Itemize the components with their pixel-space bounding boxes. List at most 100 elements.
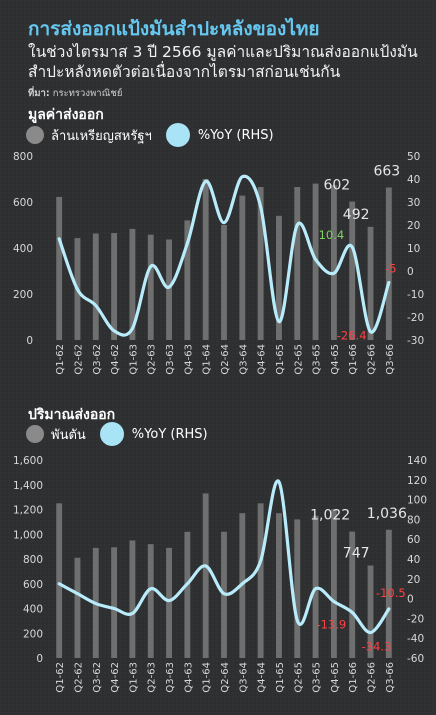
category-tick-label: Q1-65: [275, 662, 286, 693]
bar: [184, 531, 191, 658]
bar: [166, 547, 172, 658]
bar: [74, 557, 81, 658]
left-axis-tick-label: 1,600: [13, 455, 43, 467]
chart2-legend: พันตัน %YoY (RHS): [26, 422, 208, 446]
bar-value-label: 663: [373, 164, 400, 180]
bar: [129, 540, 136, 658]
right-axis-tick-label: -20: [407, 613, 424, 625]
left-axis-tick-label: 800: [23, 554, 43, 566]
category-tick-label: Q2-66: [367, 662, 378, 693]
bar: [129, 228, 136, 340]
category-tick-label: Q2-64: [220, 662, 231, 693]
bar: [111, 233, 118, 340]
category-tick-label: Q1-63: [128, 344, 139, 375]
category-tick-label: Q3-66: [385, 344, 396, 375]
bar-value-label: 1,036: [367, 506, 407, 522]
category-tick-label: Q1-66: [348, 344, 359, 375]
yoy-value-label: -10.5: [376, 586, 406, 600]
legend-line-label: %YoY (RHS): [197, 127, 274, 143]
bar: [111, 547, 118, 658]
right-axis-tick-label: 0: [407, 594, 414, 606]
left-axis-tick-label: 800: [13, 151, 33, 163]
legend-line-label: %YoY (RHS): [131, 426, 208, 442]
bar: [56, 196, 63, 340]
bar: [166, 239, 172, 340]
bar: [330, 509, 337, 658]
yoy-value-label: -13.9: [316, 617, 346, 631]
category-tick-label: Q4-64: [257, 344, 268, 375]
category-tick-label: Q2-63: [147, 344, 158, 375]
bar-value-label: 602: [323, 178, 350, 194]
category-tick-label: Q1-66: [348, 662, 359, 693]
right-axis-tick-label: 60: [407, 534, 420, 546]
bar: [147, 544, 154, 658]
bar: [367, 226, 374, 340]
category-tick-label: Q3-63: [165, 344, 176, 375]
bar: [56, 503, 63, 658]
legend-line-swatch: [165, 123, 190, 147]
page-subtitle: ในช่วงไตรมาส 3 ปี 2566 มูลค่าและปริมาณส่…: [28, 43, 418, 81]
category-tick-label: Q3-62: [92, 662, 103, 693]
right-axis-tick-label: -20: [407, 312, 424, 324]
right-axis-tick-label: 30: [407, 197, 420, 209]
left-axis-tick-label: 1,200: [13, 505, 43, 517]
left-axis-tick-label: 400: [23, 604, 43, 616]
bar-value-label: 492: [343, 207, 370, 223]
bar: [239, 195, 246, 340]
right-axis-tick-label: -40: [407, 633, 424, 645]
bar: [276, 215, 282, 340]
right-axis-tick-label: -30: [407, 335, 424, 347]
bar: [330, 185, 337, 340]
category-tick-label: Q3-64: [238, 344, 249, 375]
bar: [349, 201, 356, 340]
source-text: กระทรวงพาณิชย์: [52, 88, 123, 99]
category-tick-label: Q2-64: [220, 344, 231, 375]
bar: [385, 529, 392, 658]
category-tick-label: Q4-64: [257, 662, 268, 693]
right-axis-tick-label: 80: [407, 514, 420, 526]
source-note: ที่มา: กระทรวงพาณิชย์: [28, 86, 122, 101]
legend-bar-swatch: [26, 425, 44, 443]
bar: [367, 565, 374, 658]
category-tick-label: Q3-66: [385, 662, 396, 693]
category-tick-label: Q3-64: [238, 662, 249, 693]
left-axis-tick-label: 600: [13, 197, 33, 209]
category-tick-label: Q2-65: [293, 344, 304, 375]
right-axis-tick-label: -10: [407, 289, 424, 301]
category-tick-label: Q3-62: [92, 344, 103, 375]
right-axis-tick-label: 140: [407, 455, 427, 467]
left-axis-tick-label: 1,400: [13, 480, 43, 492]
left-axis-tick-label: 0: [26, 335, 33, 347]
yoy-value-label: 10.4: [319, 228, 345, 242]
yoy-value-label: -34.3: [362, 640, 392, 654]
bar: [385, 187, 392, 340]
page-title: การส่งออกแป้งมันสำปะหลังของไทย: [28, 18, 320, 40]
category-tick-label: Q1-63: [128, 662, 139, 693]
right-axis-tick-label: 10: [407, 243, 420, 255]
right-axis-tick-label: 20: [407, 574, 420, 586]
bar: [257, 503, 264, 658]
bar: [202, 179, 209, 340]
bar: [276, 513, 282, 658]
chart-export-value: 0 200 400 600 800 -30 -20 -10 0 10 20 30 40 50 Q1-62 Q2…: [13, 151, 424, 375]
right-axis-tick-label: 0: [407, 266, 414, 278]
right-axis-tick-label: 40: [407, 554, 420, 566]
category-tick-label: Q2-62: [73, 662, 84, 693]
category-tick-label: Q1-62: [55, 344, 66, 375]
bar: [92, 233, 99, 340]
chart2-title: ปริมาณส่งออก: [28, 407, 116, 423]
right-axis-tick-label: 40: [407, 174, 420, 186]
category-tick-label: Q3-65: [312, 344, 323, 375]
category-tick-label: Q1-62: [55, 662, 66, 693]
yoy-line: [57, 174, 391, 337]
category-tick-label: Q4-65: [330, 662, 341, 693]
legend-bar-swatch: [26, 126, 44, 144]
category-tick-label: Q3-63: [165, 662, 176, 693]
category-tick-label: Q4-63: [183, 662, 194, 693]
bar: [184, 220, 191, 340]
yoy-line: [57, 479, 391, 635]
bar: [202, 493, 209, 658]
chart1-legend: ล้านเหรียญสหรัฐฯ %YoY (RHS): [26, 123, 274, 147]
right-axis-tick-label: 100: [407, 495, 427, 507]
chart1-title: มูลค่าส่งออก: [28, 107, 104, 123]
